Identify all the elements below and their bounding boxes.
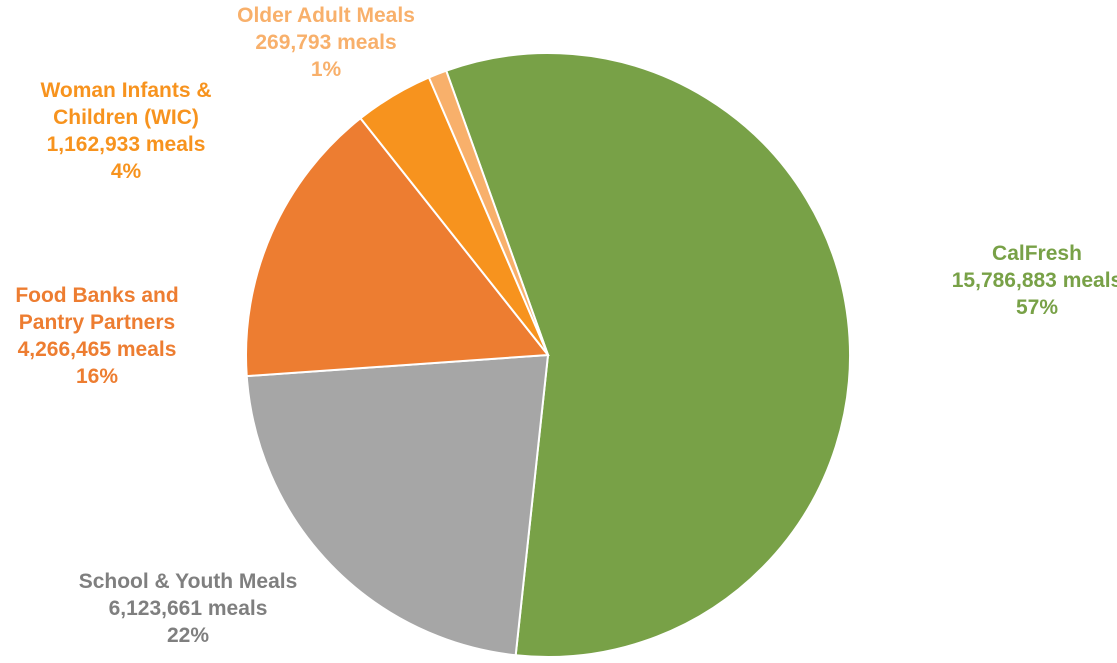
label-calfresh-percent: 57% [1015,296,1059,319]
pie-slice-food-banks-and-pantry-partners [245,116,550,378]
label-school-youth-meals: 6,123,661 meals [108,597,268,620]
label-wic-name-1: Woman Infants & [40,79,212,102]
label-wic-meals: 1,162,933 meals [46,133,206,156]
label-school-youth-percent: 22% [166,624,210,647]
label-food-banks-name-1: Food Banks and [15,284,179,307]
label-older-adult-percent: 1% [310,58,342,81]
label-calfresh-name: CalFresh [992,242,1082,265]
label-older-adult: Older Adult Meals 269,793 meals 1% [237,2,415,83]
label-food-banks-name-2: Pantry Partners [18,311,176,334]
label-wic-percent: 4% [110,160,142,183]
label-school-youth: School & Youth Meals 6,123,661 meals 22% [79,568,298,649]
label-school-youth-name: School & Youth Meals [78,570,298,593]
pie-slice-older-adult-meals [427,69,549,356]
label-older-adult-meals: 269,793 meals [255,31,397,54]
pie-slice-calfresh [444,52,852,658]
label-wic: Woman Infants & Children (WIC) 1,162,933… [40,77,211,185]
label-food-banks: Food Banks and Pantry Partners 4,266,465… [15,282,178,390]
label-food-banks-percent: 16% [75,365,119,388]
label-calfresh: CalFresh 15,786,883 meals 57% [952,240,1117,321]
label-calfresh-meals: 15,786,883 meals [951,269,1117,292]
label-older-adult-name: Older Adult Meals [237,4,415,27]
label-food-banks-meals: 4,266,465 meals [17,338,177,361]
label-wic-name-2: Children (WIC) [53,106,199,129]
pie-slice-school-youth-meals [245,353,550,657]
